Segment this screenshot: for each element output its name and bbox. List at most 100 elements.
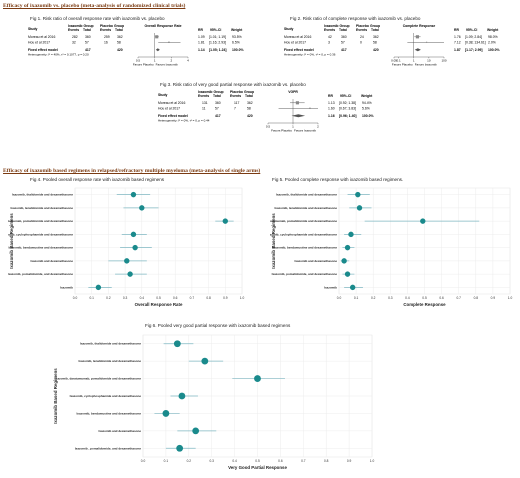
study-weight: 6.5% [232,41,240,45]
placebo-total: 362 [373,35,379,39]
heterogeneity-text: Heterogeneity: I² = 0%, τ² = 0, p = 0.36 [284,53,336,57]
estimate-point [222,218,228,224]
category-label: Ixazomib, bendamustine and dexamethasone [76,411,141,415]
placebo-events: 117 [234,101,240,105]
study-rr: 1.81 [198,41,205,45]
pooled-ixazomib-total: 417 [215,114,221,118]
chart-fig5: 0.0 0.1 0.2 0.3 0.4 0.5 0.6 0.7 0.8 0.9 1.0 Ixazomi… [270,187,512,307]
ixazomib-total: 57 [215,107,219,111]
pooled-diamond [291,114,306,118]
category-label: Ixazomib, lenalidomide and dexamethasone [10,206,73,210]
x-tick-label: 0.1 [354,296,359,300]
study-weight: 5.6% [362,107,370,111]
pooled-placebo-total: 420 [373,48,379,52]
x-tick-label: 0.8 [324,459,329,463]
estimate-point [132,244,138,251]
category-label: Ixazomib and dexamethasone [294,259,337,263]
category-label: Ixazomib, cyclophosphamide and dexametha… [8,232,73,236]
category-label: Ixazomib and dexamethasone [30,259,73,263]
estimate-point [124,258,130,264]
study-header: Study [284,27,294,31]
placebo-events: 16 [104,41,108,45]
forest-tick-label: 2 [317,125,319,129]
forest-tick-label: 1 [292,125,294,129]
pooled-ci: [1.17; 2.99] [465,48,483,52]
favors-ixazomib-label: Favors Ixazomib [156,63,178,67]
fig5-title: Fig 5. Pooled complete response with ixa… [272,177,404,182]
estimate-point [356,205,363,211]
forest-tick-label: 2 [170,59,172,63]
pooled-ixazomib-total: 417 [85,48,91,52]
chart-fig6: 0.0 0.1 0.2 0.3 0.4 0.5 0.6 0.7 0.8 0.9 1.0 Ixazomi… [53,334,374,470]
estimate-point [192,427,200,435]
ixazomib-group-header: Ixazomib Group [68,24,94,28]
single-arm-section-title: Efficacy of ixazomib based regimens in r… [3,168,261,174]
weight-header: Weight [361,94,373,98]
forest-tick-label: 1 [154,59,156,63]
x-axis-label: Complete Response [403,302,446,307]
x-tick-label: 0.4 [405,296,410,300]
estimate-point [130,231,137,238]
placebo-total: 58 [247,107,251,111]
forest-tick-label: 100 [441,59,446,63]
study-marker [168,41,170,44]
category-label: Ixazomib, daratumumab, pomalidomide and … [8,219,73,223]
x-tick-label: 0.6 [278,459,283,463]
study-name: Moreau et al 2016 [158,101,185,105]
category-label: Ixazomib [324,285,337,289]
study-weight: 93.5% [232,35,242,39]
study-ci: [0.92; 1.38] [339,101,356,105]
ixazomib-events: 11 [202,107,206,111]
x-tick-label: 0.1 [89,296,94,300]
rr-header: RR [454,28,459,32]
study-rr: 7.12 [454,41,461,45]
ixazomib-total: 360 [85,35,91,39]
study-rr: 1.60 [328,107,335,111]
fig3-title: Fig 3. Risk ratio of very good partial r… [160,82,306,87]
placebo-total: 58 [373,41,377,45]
outcome-header: Overall Response Rate [145,24,182,28]
x-axis-label: Very Good Partial Response [228,465,287,470]
estimate-point [130,191,137,198]
rr-header: RR [198,28,203,32]
ci-header: 95%-CI [210,28,221,32]
pooled-ci: [1.05; 1.24] [209,48,227,52]
study-ci: [0.38; 134.61] [465,41,486,45]
x-tick-label: 0.0 [337,296,342,300]
category-label: Ixazomib, thalidomide and dexamethasone [276,193,337,197]
study-ci: [1.09; 2.84] [465,35,482,39]
forest-tick-label: 0.1 [396,59,401,63]
estimate-point [201,357,209,365]
placebo-events: 7 [234,107,236,111]
study-name: Hou et al 2017 [158,107,180,111]
study-name: Moreau et al 2016 [28,35,55,39]
x-tick-label: 0.5 [156,296,161,300]
pooled-placebo-total: 420 [117,48,123,52]
rct-section-title: Efficacy of ixazomib vs. placebo (meta-a… [3,3,186,9]
x-tick-label: 0.5 [422,296,427,300]
ixazomib-total: 360 [215,101,221,105]
weight-header: Weight [231,28,243,32]
ixazomib-group-header: Ixazomib Group [324,24,350,28]
x-axis-label: Overall Response Rate [135,302,183,307]
heterogeneity-text: Heterogeneity: I² = 40%, τ² = 0.1077, p … [28,53,89,57]
x-tick-label: 0.2 [187,459,192,463]
favors-ixazomib-label: Favors Ixazomib [415,63,437,67]
category-label: Ixazomib, bendamustine and dexamethasone [272,246,337,250]
study-marker [309,107,311,109]
x-tick-label: 0.7 [301,459,306,463]
study-name: Hou et al 2017 [28,41,50,45]
ixazomib-events: 42 [328,35,332,39]
estimate-point [127,271,133,277]
placebo-total-header: Total [245,94,253,98]
x-tick-label: 0.9 [223,296,228,300]
x-tick-label: 0.3 [123,296,128,300]
pooled-ci: [0.96; 1.40] [339,114,357,118]
pooled-diamond [155,48,160,52]
pooled-placebo-total: 420 [247,114,253,118]
study-header: Study [28,27,38,31]
ixazomib-events-header: Events [68,28,79,32]
estimate-point [344,244,351,251]
pooled-diamond [414,48,421,52]
study-name: Hou et al 2017 [284,41,306,45]
